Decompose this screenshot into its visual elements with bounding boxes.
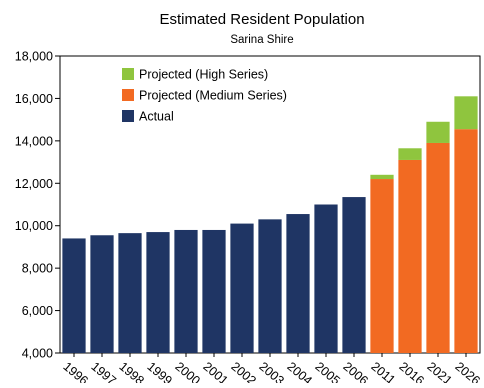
chart-subtitle: Sarina Shire bbox=[230, 34, 293, 46]
x-tick-label: 2000 bbox=[172, 359, 202, 383]
legend-swatch-projected-high-series bbox=[122, 68, 134, 80]
x-axis: 1996199719981999200020012002200320042005… bbox=[60, 353, 483, 388]
x-tick-label: 1997 bbox=[88, 359, 118, 383]
y-tick-label: 16,000 bbox=[15, 92, 53, 106]
bar-actual-1997 bbox=[90, 235, 114, 353]
bars-layer bbox=[62, 96, 478, 353]
y-tick-label: 18,000 bbox=[15, 50, 53, 64]
bar-actual-2004 bbox=[286, 214, 310, 353]
x-tick-label: 2002 bbox=[228, 359, 258, 383]
x-tick-label: 2003 bbox=[256, 359, 286, 383]
y-tick-label: 12,000 bbox=[15, 177, 53, 191]
x-tick-label: 1999 bbox=[144, 359, 174, 383]
legend-label-projected-high-series: Projected (High Series) bbox=[139, 68, 268, 82]
legend-swatch-projected-medium-series bbox=[122, 89, 134, 101]
legend-swatch-actual bbox=[122, 110, 134, 122]
bar-projected-medium-series-2021 bbox=[426, 142, 450, 353]
legend-label-actual: Actual bbox=[139, 110, 174, 124]
bar-projected-medium-series-2026 bbox=[454, 129, 478, 353]
x-tick-label: 2011 bbox=[368, 359, 398, 383]
x-tick-label: 1998 bbox=[116, 359, 146, 383]
x-tick-label: 1996 bbox=[60, 359, 90, 383]
legend: Projected (High Series) Projected (Medium… bbox=[122, 68, 287, 124]
y-tick-label: 6,000 bbox=[22, 304, 53, 318]
y-tick-label: 10,000 bbox=[15, 219, 53, 233]
x-tick-label: 2026 bbox=[452, 359, 482, 383]
bar-actual-2006 bbox=[342, 197, 366, 353]
y-axis: 4,000 6,000 8,000 10,000 12,000 14,000 16,000 1… bbox=[15, 50, 60, 361]
x-tick-label: 2004 bbox=[284, 359, 314, 383]
bar-projected-high-series-2016 bbox=[398, 148, 422, 160]
bar-actual-2002 bbox=[230, 223, 254, 353]
bar-projected-high-series-2021 bbox=[426, 121, 450, 143]
bar-projected-high-series-2011 bbox=[370, 174, 394, 180]
bar-actual-2000 bbox=[174, 229, 198, 353]
bar-projected-high-series-2026 bbox=[454, 96, 478, 130]
bar-actual-2005 bbox=[314, 204, 338, 353]
x-tick-label: 2021 bbox=[424, 359, 454, 383]
bar-actual-1996 bbox=[62, 238, 86, 353]
legend-label-projected-medium-series: Projected (Medium Series) bbox=[139, 89, 287, 103]
y-tick-label: 4,000 bbox=[22, 347, 53, 361]
x-tick-label: 2016 bbox=[396, 359, 426, 383]
bar-actual-2003 bbox=[258, 219, 282, 353]
x-tick-label: 2005 bbox=[312, 359, 342, 383]
chart-title: Estimated Resident Population bbox=[159, 11, 364, 28]
bar-actual-1999 bbox=[146, 232, 170, 353]
bar-projected-medium-series-2016 bbox=[398, 159, 422, 353]
y-tick-label: 14,000 bbox=[15, 134, 53, 148]
x-tick-label: 2001 bbox=[200, 359, 230, 383]
bar-actual-1998 bbox=[118, 233, 142, 353]
bar-projected-medium-series-2011 bbox=[370, 179, 394, 353]
y-tick-label: 8,000 bbox=[22, 262, 53, 276]
x-tick-label: 2006 bbox=[340, 359, 370, 383]
bar-actual-2001 bbox=[202, 229, 226, 353]
